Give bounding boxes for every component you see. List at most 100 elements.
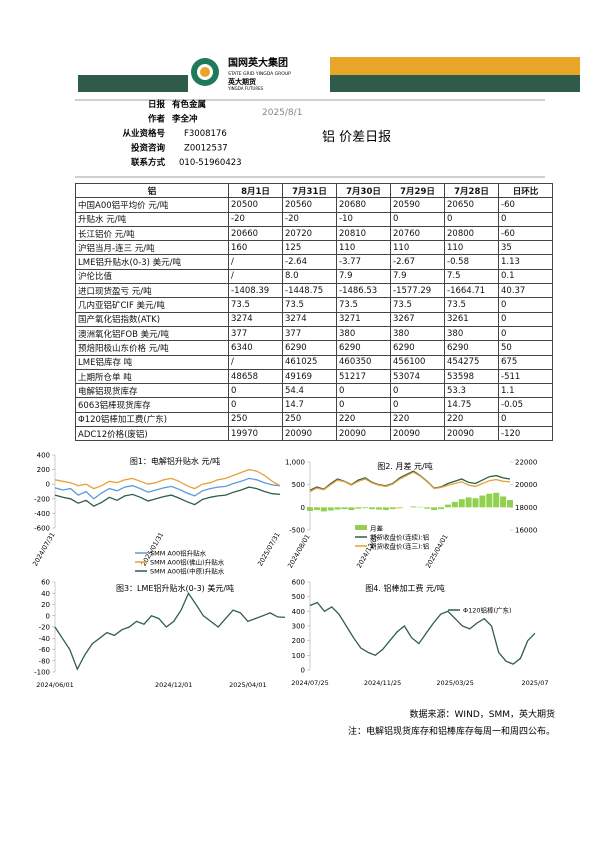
tick-label: -500 [289,527,305,535]
table-row: 升贴水 元/吨 -20 -20 -10 0 0 0 [75,211,553,227]
cell: 377 [228,325,283,342]
x-tick-label: 2025/03/25 [436,679,473,687]
tick-label: 400 [292,608,305,616]
x-tick-label: 2024/07/31 [31,531,57,567]
info-label: 从业资格号 [122,128,165,139]
bar [313,507,320,511]
cell: 51217 [336,368,391,385]
row-label: 6063铝棒现货库存 [75,397,229,413]
cell: 0 [390,211,445,227]
cell: 0 [228,383,283,399]
cell: 73.5 [390,297,445,313]
table-row: 上期所仓单 吨 48658 49169 51217 53074 53598 -511 [75,368,553,385]
cell: 3261 [444,311,499,327]
cell: 49169 [282,368,337,385]
bar [486,493,493,508]
legend-label: SMM A00铝升贴水 [150,549,207,558]
cell: -60 [498,197,553,213]
table-row: ADC12价格(废铝) 19970 20090 20090 20090 20090 -120 [75,426,553,442]
cell: 0 [498,297,553,313]
row-label: 沪伦比值 [75,268,229,285]
cell: -511 [498,368,553,385]
cell: 20800 [444,225,499,242]
x-tick-label: 2024/11/25 [364,679,401,687]
cell: 35 [498,240,553,256]
cell: 380 [390,325,445,342]
cell: 19970 [228,426,283,442]
bar [327,507,334,511]
cell: 125 [282,240,337,256]
bar [382,507,389,511]
header-band-green [330,75,580,92]
cell: 6340 [228,340,283,356]
cell: 0 [498,325,553,342]
bar [507,500,513,508]
row-label: 几内亚铝矿CIF 美元/吨 [75,297,229,313]
row-label: 国产氧化铝指数(ATK) [75,311,229,327]
bar [493,492,500,508]
legend-label: 期货收盘价(连续):铝 [370,533,429,542]
row-label: 预焙阳极山东价格 元/吨 [75,340,229,356]
tick-label: 0 [301,504,305,512]
cell: 3274 [228,311,283,327]
row-label: 中国A00铝平均价 元/吨 [75,197,229,213]
cell: 110 [390,240,445,256]
cell: 3271 [336,311,391,327]
cell: 220 [336,411,391,428]
chart-title: 图4. 铝棒加工费 元/吨 [365,583,444,593]
cell: 8.0 [282,268,337,285]
cell: -60 [498,225,553,242]
bar [410,506,417,508]
bar [334,507,341,510]
tick-label: -200 [34,495,50,503]
x-tick-label: 2025/04/01 [229,681,266,689]
table-row: 几内亚铝矿CIF 美元/吨 73.5 73.5 73.5 73.5 73.5 0 [75,297,553,313]
cell: 0 [390,397,445,413]
tick-label: 600 [292,579,305,587]
cell: -1664.71 [444,283,499,299]
bar [424,507,431,509]
tick-label: 22000 [515,459,537,467]
tick-label: 300 [292,623,305,631]
table-row: LME铝升贴水(0-3) 美元/吨 / -2.64 -3.77 -2.67 -0.58 1.… [75,254,553,270]
bar [444,504,451,508]
cell: 20560 [282,197,337,213]
cell: 675 [498,354,553,370]
table-row: 澳洲氧化铝FOB 美元/吨 377 377 380 380 380 0 [75,325,553,342]
x-tick-label: 2024/06/01 [36,681,73,689]
bar [355,507,362,509]
cell: 6290 [444,340,499,356]
cell: 456100 [390,354,445,370]
tick-label: 500 [292,481,305,489]
tick-label: -80 [39,657,50,665]
brand-en: YINGDA FUTURES [227,86,264,91]
bar [389,507,396,510]
bar [307,507,313,511]
bar [362,507,369,509]
cell: 8月1日 [228,182,283,199]
row-label: LME铝库存 吨 [75,354,229,370]
header-band-orange [330,57,580,75]
cell: 0 [228,397,283,413]
bar [438,507,445,510]
x-tick-label: 2024/07/25 [291,679,328,687]
cell: 110 [444,240,499,256]
cell: 54.4 [282,383,337,399]
chart-title: 图3：LME铝升贴水(0-3) 美元/吨 [116,583,234,593]
table-row: 电解铝现货库存 0 54.4 0 0 53.3 1.1 [75,383,553,399]
cell: 6290 [282,340,337,356]
tick-label: 18000 [515,504,537,512]
cell: 73.5 [282,297,337,313]
cell: 20090 [282,426,337,442]
bar [431,507,438,511]
tick-label: -60 [39,646,50,654]
logo [200,67,210,77]
info-label: 日报 [148,99,166,110]
source: 数据来源：WIND，SMM，英大期货 [410,708,555,720]
row-label: LME铝升贴水(0-3) 美元/吨 [75,254,229,270]
tick-label: 16000 [515,527,537,535]
chart-title: 图2. 月差 元/吨 [377,461,432,471]
tick-label: -400 [34,510,50,518]
cell: 250 [282,411,337,428]
cell: 53.3 [444,383,499,399]
